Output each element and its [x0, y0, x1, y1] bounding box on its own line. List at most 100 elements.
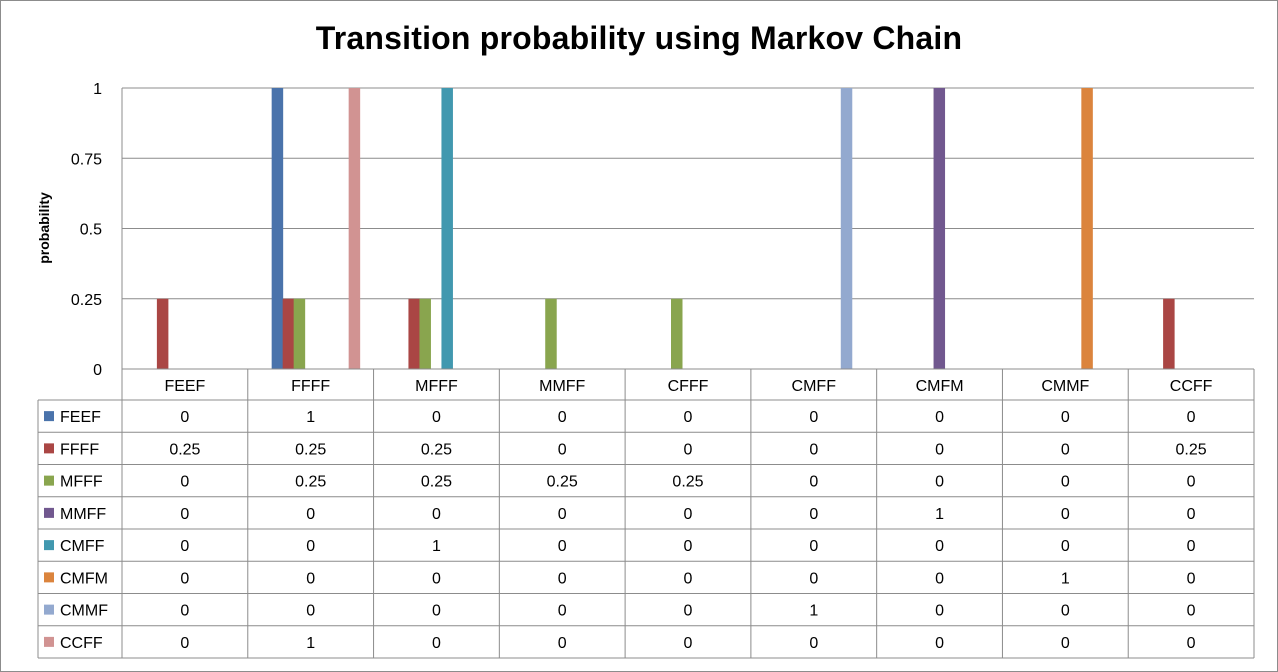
x-tick-label: CFFF [668, 378, 709, 395]
bar [271, 88, 284, 369]
data-label: 0 [306, 570, 315, 587]
bar [1081, 88, 1093, 369]
legend-label: CCFF [60, 635, 103, 652]
legend-key [44, 507, 54, 518]
y-tick-label: 0.75 [71, 151, 102, 168]
bar [671, 298, 683, 369]
data-label: 0 [180, 409, 189, 426]
data-label: 0 [809, 538, 818, 555]
data-label: 0 [1187, 570, 1196, 587]
legend-key [44, 604, 54, 615]
data-label: 0.25 [421, 474, 452, 491]
data-label: 0 [306, 506, 315, 523]
legend-label: FFFF [60, 441, 99, 458]
data-label: 0 [684, 506, 693, 523]
data-label: 0 [935, 409, 944, 426]
data-label: 0 [1061, 635, 1070, 652]
data-label: 0 [432, 506, 441, 523]
data-label: 0 [432, 570, 441, 587]
data-label: 0 [558, 506, 567, 523]
legend-key [44, 475, 54, 486]
data-label: 0 [684, 441, 693, 458]
x-tick-label: FFFF [291, 378, 330, 395]
y-tick-label: 0.5 [80, 222, 102, 239]
legend-key [44, 443, 54, 454]
data-label: 0.25 [1176, 441, 1207, 458]
data-label: 1 [432, 538, 441, 555]
y-tick-label: 1 [93, 81, 102, 98]
legend-label: MMFF [60, 506, 106, 523]
data-label: 1 [306, 409, 315, 426]
data-label: 0 [935, 635, 944, 652]
bar [293, 298, 306, 369]
data-label: 0 [432, 603, 441, 620]
data-label: 0 [1187, 603, 1196, 620]
data-label: 0 [558, 441, 567, 458]
data-label: 0 [684, 570, 693, 587]
data-label: 0.25 [547, 474, 578, 491]
x-tick-label: MFFF [415, 378, 458, 395]
data-label: 0 [935, 441, 944, 458]
data-label: 0 [809, 409, 818, 426]
data-label: 0 [809, 506, 818, 523]
bar [1163, 298, 1175, 369]
x-tick-label: CMFM [916, 378, 964, 395]
data-label: 0.25 [672, 474, 703, 491]
data-label: 0 [558, 570, 567, 587]
legend-label: CMFF [60, 538, 105, 555]
data-label: 0 [935, 538, 944, 555]
data-label: 0 [1187, 635, 1196, 652]
data-label: 0 [180, 635, 189, 652]
data-label: 0 [180, 570, 189, 587]
data-label: 0 [809, 441, 818, 458]
data-label: 0 [1061, 603, 1070, 620]
legend-key [44, 540, 54, 551]
data-label: 0 [180, 506, 189, 523]
data-label: 0 [432, 409, 441, 426]
data-label: 0 [684, 635, 693, 652]
legend-label: CMMF [60, 603, 108, 620]
data-label: 0 [180, 538, 189, 555]
y-tick-label: 0 [93, 362, 102, 379]
data-label: 1 [809, 603, 818, 620]
x-tick-label: MMFF [539, 378, 585, 395]
data-label: 0 [306, 538, 315, 555]
x-tick-label: CMMF [1041, 378, 1089, 395]
legend-key [44, 411, 54, 422]
data-label: 0.25 [295, 474, 326, 491]
bar [408, 298, 420, 369]
bar [840, 88, 853, 369]
bar [419, 298, 431, 369]
data-label: 0 [684, 538, 693, 555]
data-label: 0 [809, 635, 818, 652]
data-label: 0 [1061, 506, 1070, 523]
data-label: 0 [809, 474, 818, 491]
y-tick-label: 0.25 [71, 292, 102, 309]
legend-key [44, 636, 54, 647]
data-label: 0 [558, 409, 567, 426]
data-label: 0 [935, 603, 944, 620]
data-label: 0 [306, 603, 315, 620]
bar [348, 88, 361, 369]
legend-label: CMFM [60, 570, 108, 587]
data-label: 0 [1187, 538, 1196, 555]
data-label: 0.25 [169, 441, 200, 458]
data-label: 1 [306, 635, 315, 652]
x-tick-label: CMFF [792, 378, 837, 395]
data-label: 1 [935, 506, 944, 523]
x-tick-label: CCFF [1170, 378, 1213, 395]
data-label: 0 [1061, 538, 1070, 555]
data-label: 0 [1187, 409, 1196, 426]
data-label: 0 [684, 409, 693, 426]
data-label: 0 [180, 474, 189, 491]
legend-label: MFFF [60, 474, 103, 491]
data-label: 0.25 [421, 441, 452, 458]
data-label: 0.25 [295, 441, 326, 458]
bar [282, 298, 295, 369]
data-label: 0 [935, 474, 944, 491]
data-label: 0 [935, 570, 944, 587]
data-label: 0 [1061, 474, 1070, 491]
bar [156, 298, 169, 369]
bar [933, 88, 946, 369]
